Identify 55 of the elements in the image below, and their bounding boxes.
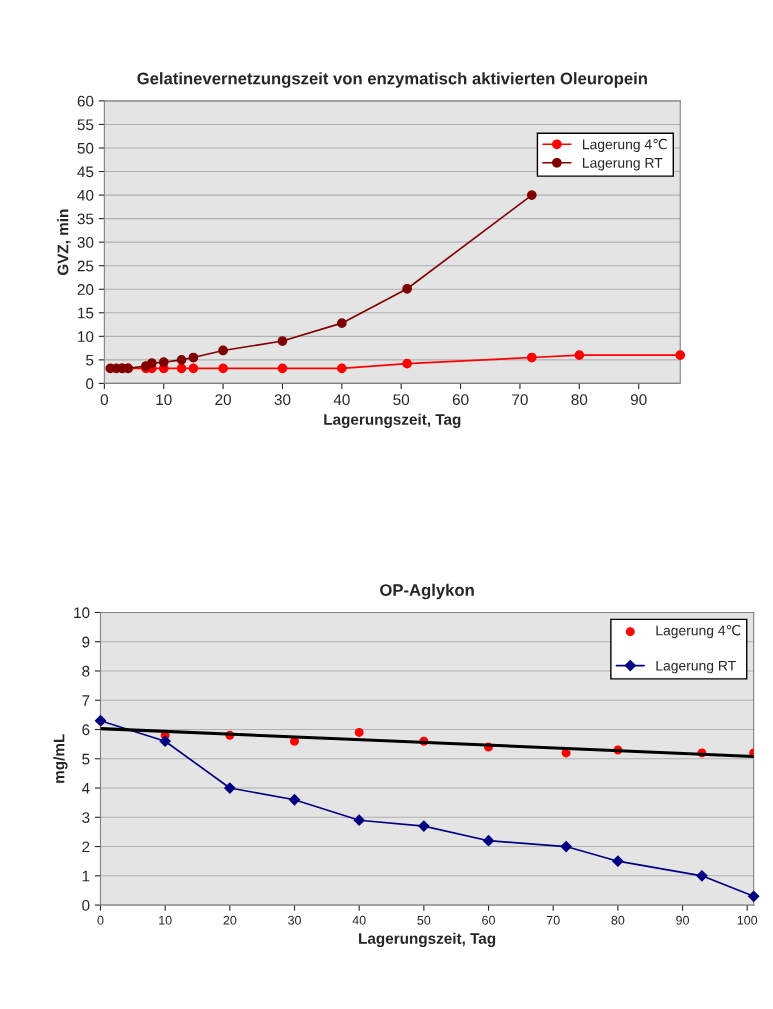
x-tick-label: 20 xyxy=(223,915,237,925)
x-tick-label: 10 xyxy=(159,915,172,925)
legend-label: Lagerung RT xyxy=(583,158,663,171)
x-tick-label: 20 xyxy=(215,394,231,406)
y-tick-label: 40 xyxy=(77,189,94,201)
y-tick-label: 25 xyxy=(77,260,94,272)
x-tick-label: 100 xyxy=(737,915,758,925)
y-tick-label: 35 xyxy=(77,213,94,225)
y-tick-label: 10 xyxy=(74,607,90,619)
legend-label: Lagerung 4℃ xyxy=(656,624,741,639)
x-tick-label: 70 xyxy=(546,915,560,925)
y-tick-label: 0 xyxy=(86,378,94,390)
legend-label: Lagerung RT xyxy=(656,660,736,674)
y-tick-label: 30 xyxy=(77,237,94,248)
y-tick-label: 0 xyxy=(82,899,90,911)
x-tick-label: 80 xyxy=(571,394,588,406)
x-axis-title: Lagerungszeit, Tag xyxy=(359,932,496,948)
x-tick-label: 60 xyxy=(482,915,495,925)
y-tick-label: 60 xyxy=(77,95,94,107)
x-tick-label: 50 xyxy=(393,394,410,406)
y-tick-label: 55 xyxy=(77,119,94,131)
y-tick-label: 20 xyxy=(77,284,94,295)
x-tick-label: 10 xyxy=(156,394,172,406)
x-tick-label: 60 xyxy=(452,394,469,406)
legend-label: Lagerung 4℃ xyxy=(583,138,667,153)
y-tick-label: 45 xyxy=(77,166,94,178)
x-tick-label: 80 xyxy=(611,915,625,925)
x-tick-label: 40 xyxy=(352,915,366,925)
y-tick-label: 2 xyxy=(82,841,90,853)
y-tick-label: 9 xyxy=(82,636,90,648)
x-tick-label: 30 xyxy=(288,915,301,925)
y-tick-label: 15 xyxy=(78,307,94,319)
x-axis-title: Lagerungszeit, Tag xyxy=(324,413,461,428)
chart-title: OP-Aglykon xyxy=(380,583,474,600)
x-tick-label: 90 xyxy=(630,394,647,406)
y-tick-label: 5 xyxy=(86,354,94,366)
x-tick-label: 30 xyxy=(274,394,291,406)
y-tick-label: 4 xyxy=(81,783,90,794)
x-tick-label: 70 xyxy=(512,394,528,406)
x-tick-label: 40 xyxy=(333,394,350,406)
y-axis-title: GVZ, min xyxy=(57,209,71,276)
chart-title: Gelatinevernetzungszeit von enzymatisch aktivierten Oleuropein xyxy=(137,72,647,88)
x-tick-label: 0 xyxy=(100,394,109,406)
y-axis-title: mg/mL xyxy=(53,734,68,783)
y-tick-label: 1 xyxy=(82,870,90,882)
y-tick-label: 50 xyxy=(77,142,94,154)
y-tick-label: 5 xyxy=(82,753,90,765)
x-tick-label: 90 xyxy=(676,915,689,925)
y-tick-label: 6 xyxy=(82,724,90,736)
y-tick-label: 3 xyxy=(82,812,90,823)
y-tick-label: 10 xyxy=(78,331,94,343)
x-tick-label: 0 xyxy=(97,915,104,925)
x-tick-label: 50 xyxy=(417,915,431,925)
y-tick-label: 8 xyxy=(82,665,90,677)
y-tick-label: 7 xyxy=(82,695,90,706)
